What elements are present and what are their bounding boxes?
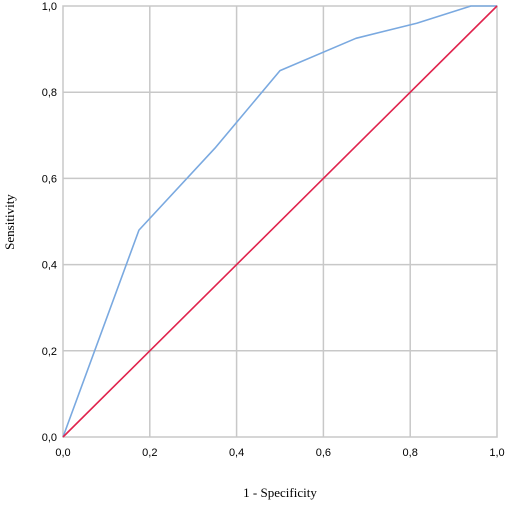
y-tick-label: 0,8 [42,87,57,99]
x-tick-label: 0,0 [55,447,70,459]
y-axis-title: Sensitivity [2,194,17,250]
y-tick-label: 0,4 [42,260,57,272]
x-tick-label: 0,4 [229,447,244,459]
y-axis-tick-labels: 0,0 0,2 0,4 0,6 0,8 1,0 [42,1,57,444]
y-tick-label: 0,6 [42,173,57,185]
roc-curve-line [62,5,497,438]
x-tick-label: 0,6 [316,447,331,459]
x-tick-label: 0,2 [142,447,157,459]
reference-diagonal-line [62,5,498,438]
y-tick-label: 0,0 [42,432,57,444]
plot-frame [62,5,498,438]
x-axis-tick-labels: 0,0 0,2 0,4 0,6 0,8 1,0 [55,447,504,459]
grid [62,5,498,438]
x-tick-label: 0,8 [403,447,418,459]
y-tick-label: 0,2 [42,346,57,358]
y-tick-label: 1,0 [42,1,57,13]
x-tick-label: 1,0 [489,447,504,459]
series-layer [62,5,498,438]
x-axis-title: 1 - Specificity [243,485,317,500]
